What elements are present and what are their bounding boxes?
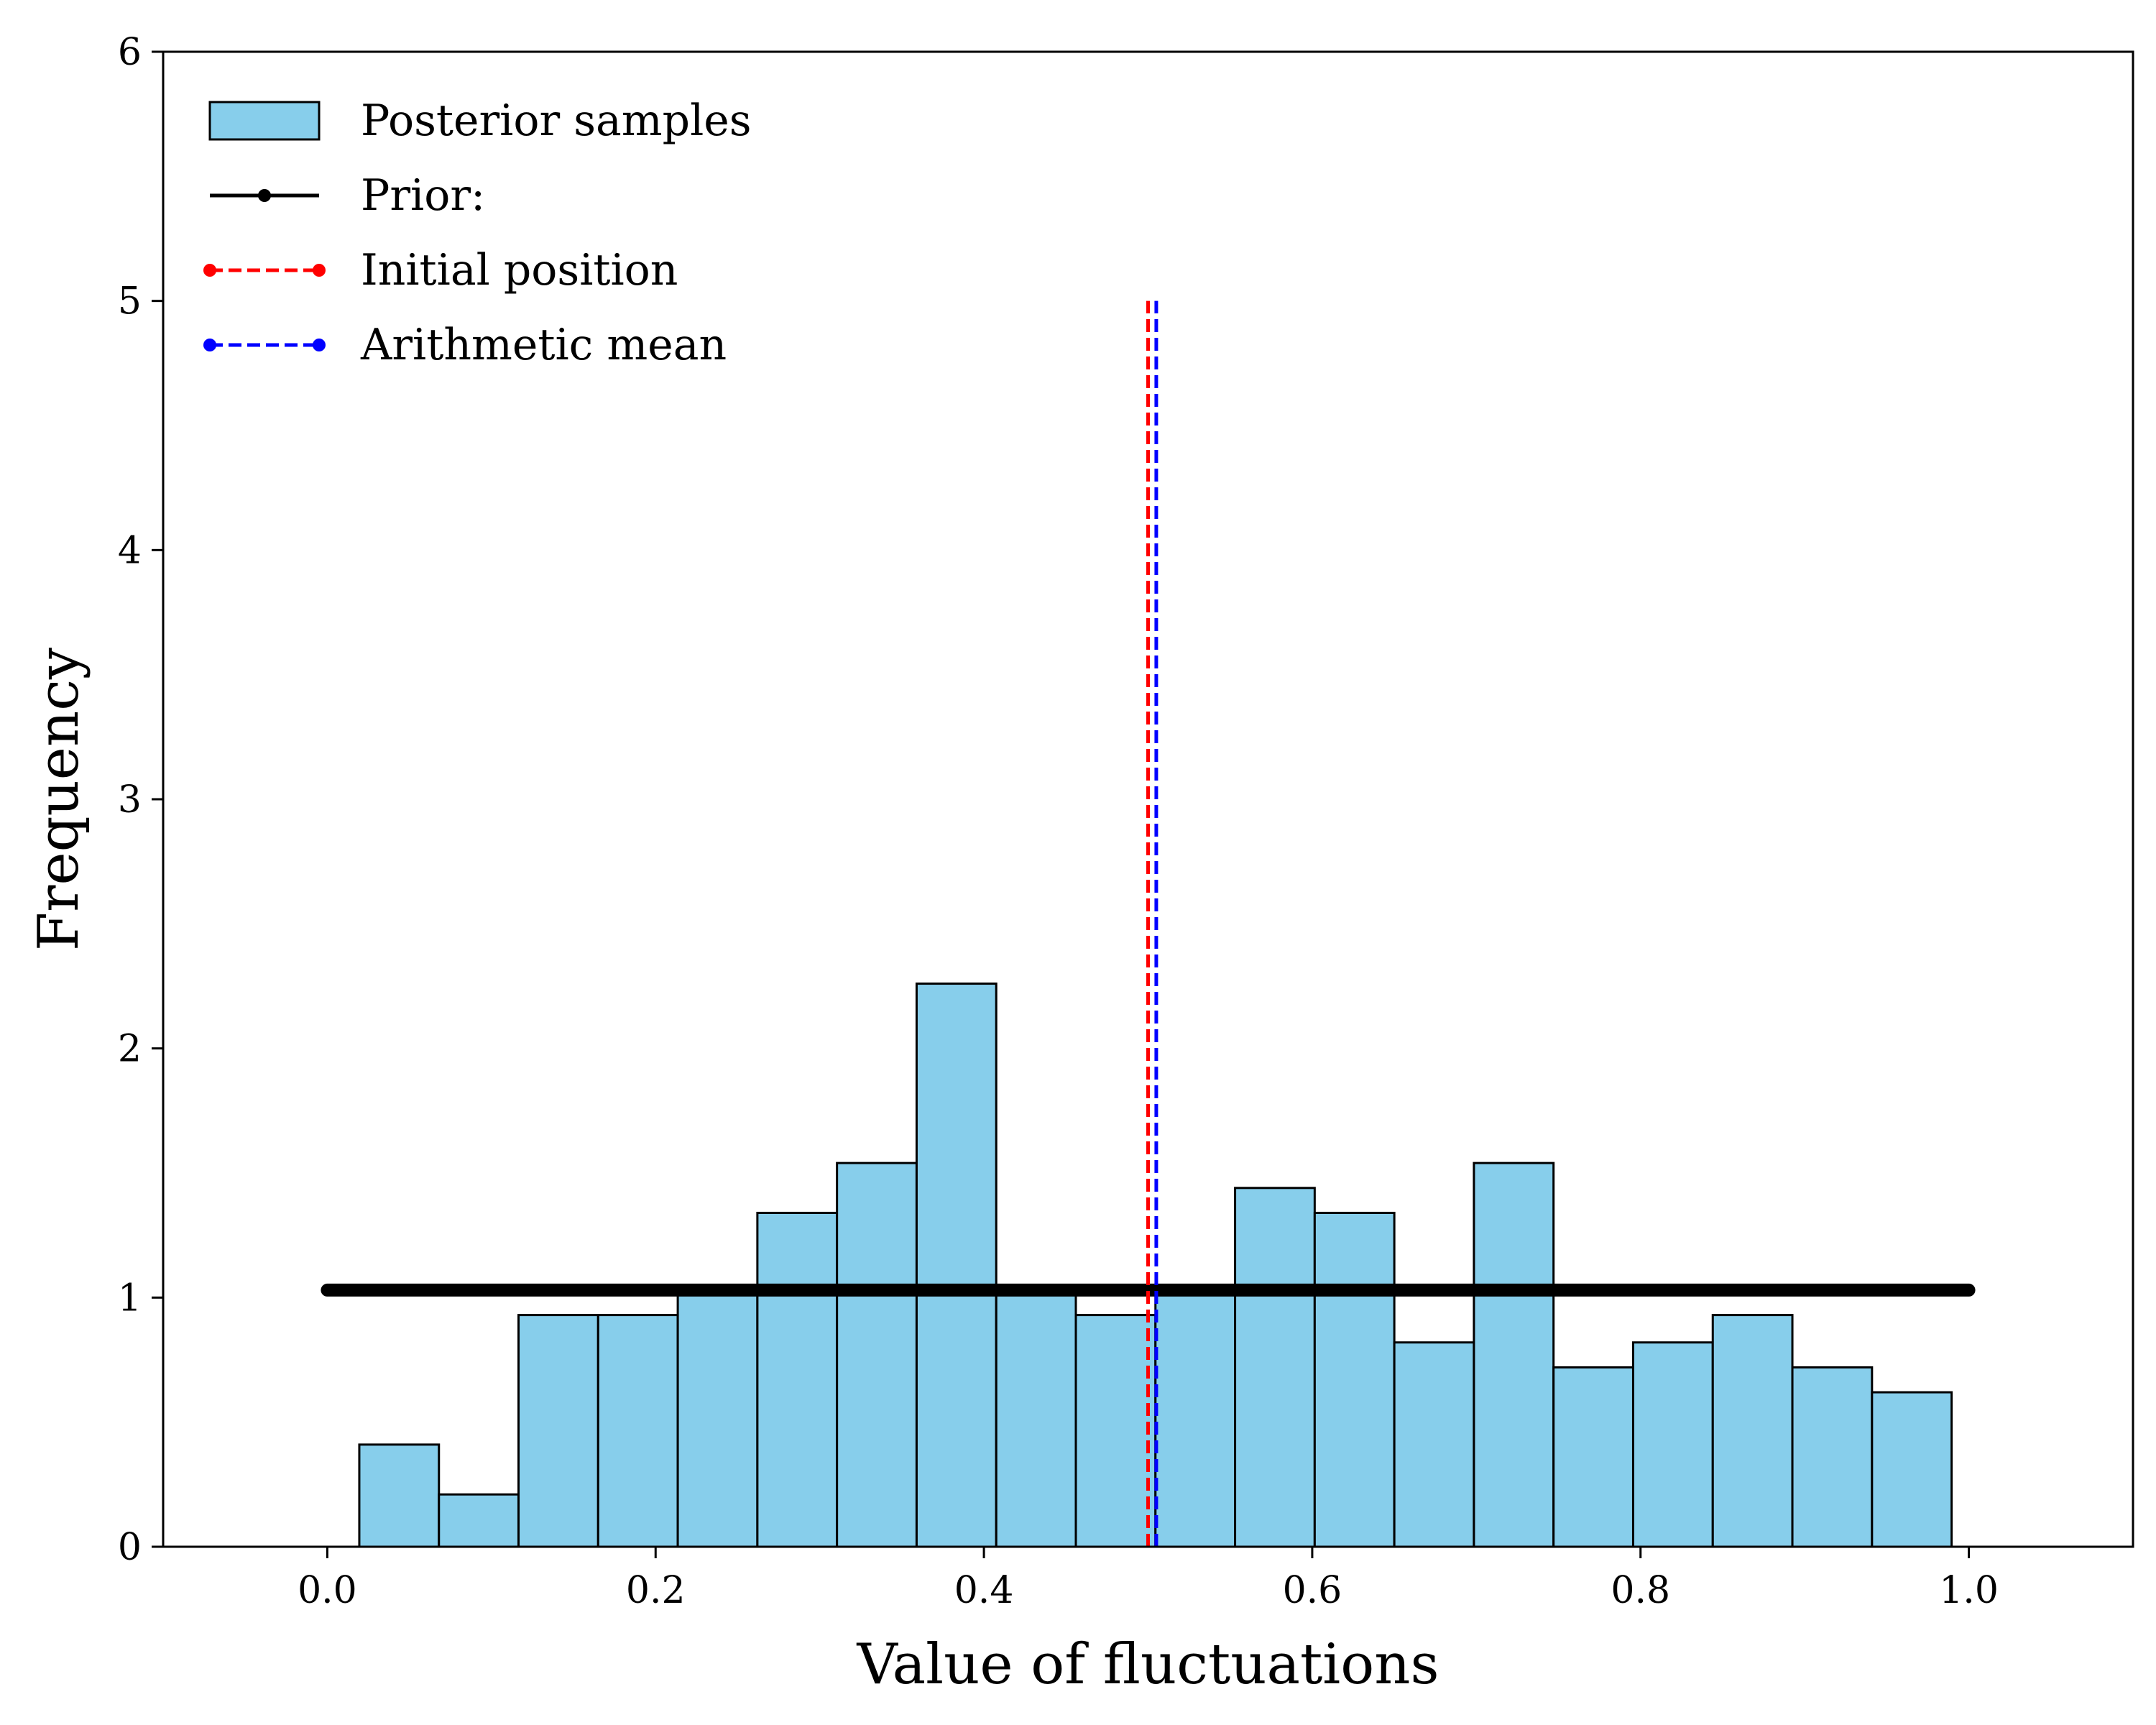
x-tick-label: 0.6 — [1283, 1569, 1342, 1612]
x-tick-label: 0.8 — [1611, 1569, 1670, 1612]
histogram-bar — [756, 1211, 839, 1548]
histogram-bar — [517, 1314, 599, 1548]
y-tick-label: 4 — [118, 529, 142, 572]
histogram-bar — [1154, 1289, 1237, 1548]
legend-marker-mean — [203, 339, 216, 351]
legend-marker-prior — [258, 189, 271, 202]
legend-label: Posterior samples — [361, 96, 752, 146]
histogram-bar — [438, 1493, 520, 1548]
ticks-layer: 0.0 0.2 0.4 0.6 0.8 1.0 0 1 2 3 4 5 6 — [118, 31, 1999, 1612]
legend-label: Prior: — [361, 170, 485, 221]
histogram-bar — [1313, 1211, 1396, 1548]
y-tick-label: 2 — [118, 1028, 142, 1071]
histogram-bar — [1234, 1187, 1316, 1548]
legend-marker-mean — [313, 339, 326, 351]
y-axis-label: Frequency — [27, 648, 91, 951]
lines-layer — [321, 300, 1976, 1547]
histogram-bar — [836, 1162, 918, 1548]
x-tick-label: 0.0 — [298, 1569, 357, 1612]
x-tick-label: 0.2 — [626, 1569, 686, 1612]
histogram-bar — [1473, 1162, 1555, 1548]
x-axis-label: Value of fluctuations — [857, 1632, 1439, 1697]
histogram-bar — [1871, 1391, 1953, 1548]
histogram-bar — [1711, 1314, 1794, 1548]
y-tick-label: 1 — [118, 1276, 142, 1320]
legend-label: Initial position — [361, 245, 678, 295]
histogram-bar — [1791, 1366, 1874, 1548]
y-tick-label: 6 — [118, 31, 142, 74]
bars-layer — [358, 983, 1953, 1548]
histogram-bar — [676, 1289, 759, 1548]
legend-marker-initial — [203, 264, 216, 277]
histogram-bar — [1074, 1314, 1157, 1548]
histogram-bar — [995, 1289, 1077, 1548]
y-tick-label: 3 — [118, 778, 142, 822]
histogram-bar — [1631, 1341, 1714, 1548]
x-tick-label: 0.4 — [954, 1569, 1014, 1612]
y-tick-label: 0 — [118, 1526, 142, 1569]
legend-patch-posterior — [208, 101, 321, 141]
legend-marker-initial — [313, 264, 326, 277]
x-tick-label: 1.0 — [1939, 1569, 1999, 1612]
histogram-bar — [596, 1314, 679, 1548]
histogram-bar — [915, 983, 998, 1548]
y-tick-label: 5 — [118, 280, 142, 323]
legend-label: Arithmetic mean — [360, 320, 727, 370]
histogram-bar — [358, 1443, 441, 1548]
histogram-bar — [1552, 1366, 1634, 1548]
histogram-bar — [1393, 1341, 1475, 1548]
legend: Posterior samples Prior: Initial position A… — [203, 96, 752, 370]
